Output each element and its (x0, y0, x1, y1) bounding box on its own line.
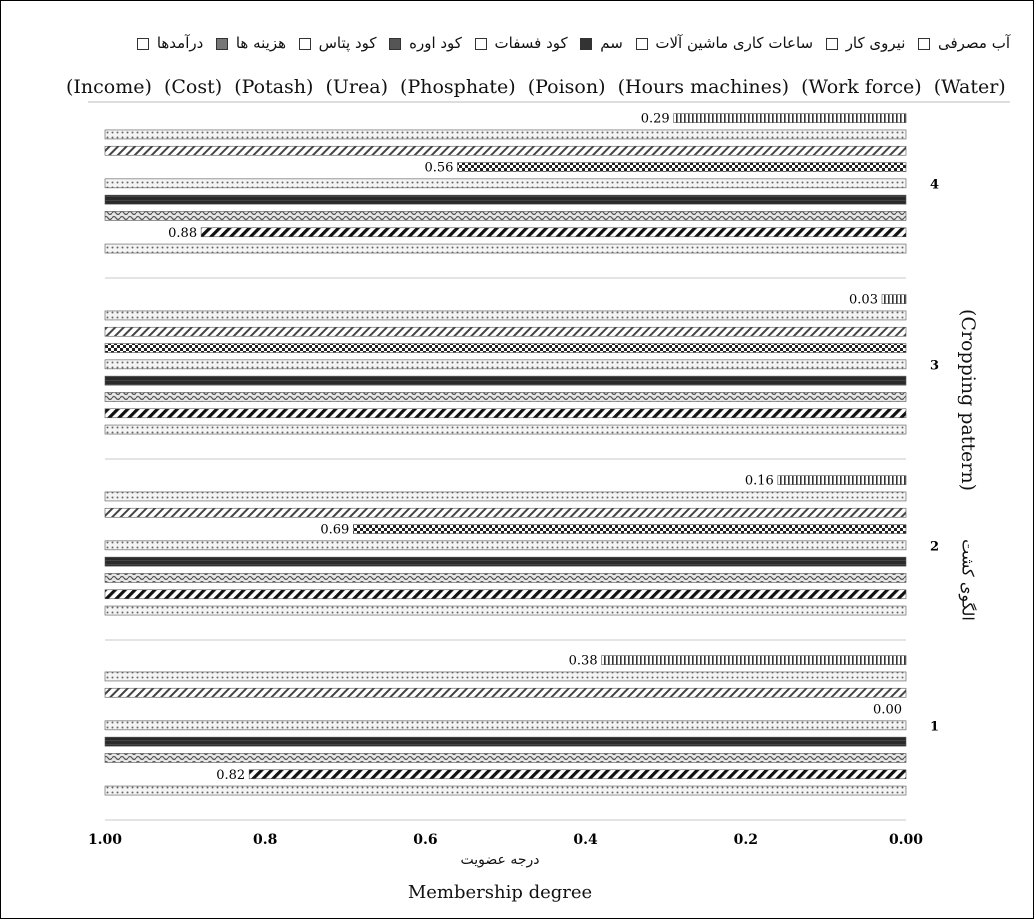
data-label-urea-2: 0.69 (320, 523, 349, 538)
bar-cost-3 (104, 310, 907, 321)
bar-hours-machines-3 (104, 392, 907, 402)
x-tick-label: 0.2 (734, 832, 758, 848)
legend-item-phosphate-en: (Phosphate) (400, 76, 516, 98)
bar-poison-4 (104, 194, 907, 205)
legend-item-phosphate-fa: کود فسفات (474, 34, 568, 52)
legend-item-cost-fa: هزینه ها (216, 34, 286, 52)
legend-item-water-fa: آب مصرفی (918, 34, 1010, 52)
data-label-work-force-1: 0.82 (216, 768, 245, 783)
legend-item-hours-en: (Hours machines) (617, 76, 790, 98)
bar-phosphate-1 (104, 720, 907, 731)
legend-item-urea-en: (Urea) (325, 76, 388, 98)
legend-item-income-fa: درآمدها (137, 34, 203, 52)
legend-persian: آب مصرفی نیروی کار ساعات کاری ماشین آلات… (60, 34, 1010, 52)
bar-phosphate-4 (104, 178, 907, 189)
bar-work-force-2 (104, 589, 907, 600)
bar-income-4 (673, 113, 907, 123)
data-label-income-4: 0.29 (641, 112, 670, 127)
category-label-3: 3 (930, 358, 939, 373)
bar-phosphate-2 (104, 540, 907, 551)
bar-potash-1 (104, 687, 907, 698)
bar-income-3 (881, 294, 907, 304)
bar-cost-2 (104, 491, 907, 502)
x-tick-label: 1.00 (88, 832, 122, 848)
x-tick-label: 0.6 (413, 832, 437, 848)
bar-poison-3 (104, 375, 907, 386)
y-axis-title-fa: الگوی کشت (958, 539, 978, 621)
legend-item-poison-en: (Poison) (527, 76, 606, 98)
x-axis-title-en: Membership degree (407, 882, 593, 903)
bar-potash-3 (104, 326, 907, 337)
data-label-bg (739, 472, 776, 488)
data-label-bg (211, 766, 248, 782)
legend-item-potash-en: (Potash) (234, 76, 314, 98)
bar-water-2 (104, 605, 907, 616)
legend-item-workforce-fa: نیروی کار (825, 34, 905, 52)
bar-work-force-1 (248, 769, 907, 780)
bar-water-1 (104, 785, 907, 796)
bar-potash-2 (104, 507, 907, 518)
legend-item-hours-fa: ساعات کاری ماشین آلات (635, 34, 813, 52)
bar-cost-4 (104, 129, 907, 140)
category-label-1: 1 (930, 719, 939, 734)
data-label-income-2: 0.16 (745, 474, 774, 489)
x-tick-label: 0.8 (253, 832, 277, 848)
category-label-2: 2 (930, 539, 939, 554)
data-label-urea-4: 0.56 (424, 161, 453, 176)
data-label-bg (868, 701, 904, 717)
bar-urea-3 (104, 343, 907, 353)
data-label-bg (843, 291, 880, 307)
x-tick-label: 0.00 (889, 832, 923, 848)
bar-water-4 (104, 243, 907, 254)
legend-item-potash-fa: کود پتاس (298, 34, 377, 52)
bar-income-2 (777, 475, 907, 485)
legend-item-workforce-en: (Work force) (801, 76, 922, 98)
legend-item-urea-fa: کود اوره (389, 34, 462, 52)
bar-urea-4 (457, 162, 907, 172)
data-label-bg (563, 652, 600, 668)
legend-item-water-en: (Water) (933, 76, 1006, 98)
bar-hours-machines-2 (104, 573, 907, 583)
legend-item-poison-fa: سم (580, 34, 623, 52)
data-label-bg (635, 110, 672, 126)
x-tick-label: 0.4 (573, 832, 598, 848)
bar-urea-2 (353, 524, 907, 534)
y-axis-title-en: (Cropping pattern) (957, 308, 979, 492)
data-label-bg (315, 521, 352, 537)
data-label-income-3: 0.03 (849, 293, 878, 308)
legend-item-cost-en: (Cost) (163, 76, 223, 98)
bar-work-force-4 (200, 227, 907, 238)
bar-phosphate-3 (104, 359, 907, 370)
bar-poison-2 (104, 556, 907, 567)
category-label-4: 4 (930, 177, 939, 192)
data-label-work-force-4: 0.88 (168, 226, 197, 241)
x-axis-title-fa: درجه عضویت (460, 852, 540, 868)
bar-work-force-3 (104, 408, 907, 419)
legend-item-income-en: (Income) (66, 76, 152, 98)
bar-hours-machines-1 (104, 753, 907, 763)
legend-english: (Income) (Cost) (Potash) (Urea) (Phospha… (60, 76, 1006, 98)
data-label-income-1: 0.38 (569, 654, 598, 669)
bar-water-3 (104, 424, 907, 435)
bar-potash-4 (104, 145, 907, 156)
bar-cost-1 (104, 671, 907, 682)
bar-income-1 (601, 655, 907, 665)
bar-hours-machines-4 (104, 211, 907, 221)
data-label-urea-1: 0.00 (873, 703, 902, 718)
bar-poison-1 (104, 736, 907, 747)
data-label-bg (419, 159, 456, 175)
data-label-bg (163, 224, 200, 240)
